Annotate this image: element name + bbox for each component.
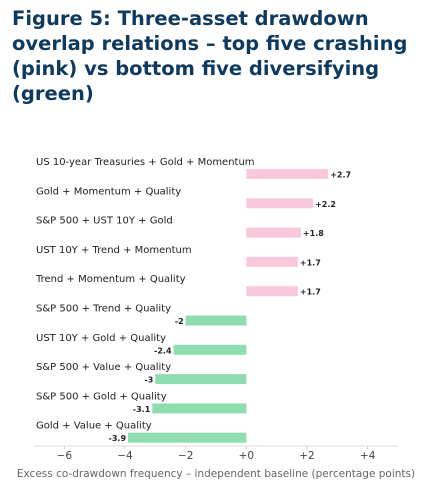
value-label: +2.2: [315, 200, 336, 209]
category-label: S&P 500 + Trend + Quality: [36, 304, 171, 315]
category-label: S&P 500 + UST 10Y + Gold: [36, 216, 173, 227]
value-label: -2.4: [154, 346, 172, 355]
bar: [155, 374, 247, 385]
x-tick-label: −6: [57, 450, 73, 462]
bar: [246, 256, 298, 267]
value-label: -3: [144, 376, 153, 385]
category-label: UST 10Y + Gold + Quality: [36, 333, 166, 344]
category-label: S&P 500 + Value + Quality: [36, 362, 171, 373]
category-label: Gold + Value + Quality: [36, 421, 152, 432]
value-label: +1.7: [300, 288, 321, 297]
x-tick-label: −2: [178, 450, 193, 462]
category-label: Trend + Momentum + Quality: [35, 274, 186, 285]
category-label: UST 10Y + Trend + Momentum: [36, 245, 192, 256]
value-label: +2.7: [330, 171, 351, 180]
value-label: -2: [175, 317, 184, 326]
bar: [246, 227, 301, 238]
x-axis-title: Excess co-drawdown frequency – independe…: [17, 468, 415, 480]
value-label: -3.9: [109, 434, 127, 443]
bar: [246, 286, 298, 297]
value-label: +1.7: [300, 258, 321, 267]
bar: [185, 315, 247, 326]
x-tick-label: +4: [360, 450, 376, 462]
bar: [152, 403, 247, 414]
bar: [246, 198, 314, 209]
chart-title: Figure 5: Three-asset drawdown overlap r…: [12, 7, 408, 105]
value-label: -3.1: [133, 405, 151, 414]
bar: [173, 344, 247, 355]
bar: [246, 169, 329, 179]
value-label: +1.8: [303, 229, 324, 238]
category-label: S&P 500 + Gold + Quality: [36, 391, 167, 402]
category-label: Gold + Momentum + Quality: [36, 186, 181, 197]
category-label: US 10-year Treasuries + Gold + Momentum: [36, 157, 255, 168]
x-tick-label: +0: [239, 450, 254, 462]
x-tick-label: −4: [117, 450, 133, 462]
x-tick-label: +2: [299, 450, 314, 462]
bar: [128, 432, 247, 443]
